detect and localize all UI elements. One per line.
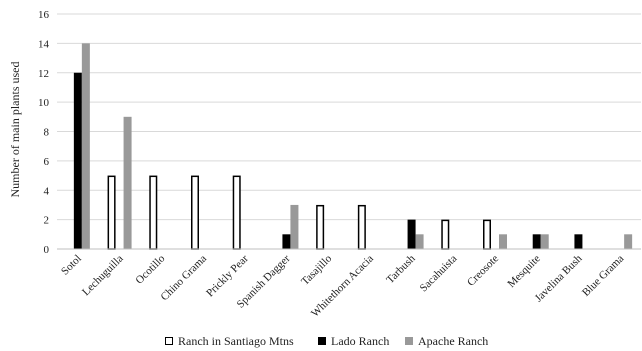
x-tick-label: Creosote — [465, 253, 501, 289]
y-tick-label: 0 — [44, 244, 50, 256]
bar-ranch-in-santiago-mtns-tasajillo — [316, 204, 325, 250]
x-tick-label: Blue Grama — [580, 253, 626, 299]
legend-swatch — [165, 337, 173, 345]
legend-item: Apache Ranch — [405, 334, 488, 348]
legend-label: Ranch in Santiago Mtns — [178, 334, 294, 348]
bar-apache-ranch-tarbush — [415, 234, 424, 249]
x-tick-label: Mesquite — [505, 253, 543, 291]
y-tick-label: 2 — [44, 215, 50, 227]
bar-apache-ranch-lechuguilla — [123, 116, 132, 249]
bar-ranch-in-santiago-mtns-prickly-pear — [232, 175, 241, 250]
bar-ranch-in-santiago-mtns-whitethorn-acacia — [357, 204, 366, 250]
bar-apache-ranch-mesquite — [540, 234, 549, 249]
bar-lado-ranch-sotol — [73, 72, 82, 249]
x-tick-label: Sacahuista — [418, 253, 460, 295]
bar-lado-ranch-spanish-dagger — [282, 234, 291, 249]
y-tick-label: 6 — [44, 156, 50, 168]
gridlines — [57, 13, 641, 221]
y-tick-label: 10 — [38, 97, 50, 109]
y-tick-label: 14 — [38, 38, 50, 50]
bar-apache-ranch-creosote — [499, 234, 507, 249]
x-tick-label: Ocotillo — [133, 252, 167, 286]
y-tick-label: 16 — [38, 9, 50, 21]
bar-apache-ranch-sotol — [81, 43, 90, 249]
y-tick-label: 12 — [38, 68, 49, 80]
legend: Ranch in Santiago Mtns Lado Ranch Apache R… — [165, 334, 488, 348]
bar-apache-ranch-blue-grama — [624, 234, 633, 249]
bar-ranch-in-santiago-mtns-lechuguilla — [107, 175, 116, 250]
legend-item: Lado Ranch — [318, 334, 389, 348]
bar-apache-ranch-spanish-dagger — [290, 204, 299, 249]
bar-ranch-in-santiago-mtns-sacahuista — [441, 219, 450, 250]
legend-swatch — [318, 337, 326, 345]
bar-ranch-in-santiago-mtns-creosote — [483, 219, 491, 250]
bar-lado-ranch-tarbush — [407, 219, 416, 249]
x-tick-label: Tasajillo — [299, 252, 335, 288]
legend-swatch — [405, 337, 413, 345]
bars — [73, 43, 633, 250]
y-axis-title: Number of main plants used — [8, 62, 22, 198]
legend-label: Lado Ranch — [331, 334, 389, 348]
legend-item: Ranch in Santiago Mtns — [165, 334, 294, 348]
y-tick-label: 8 — [44, 127, 50, 139]
bar-lado-ranch-mesquite — [532, 234, 541, 249]
legend-label: Apache Ranch — [418, 334, 488, 348]
bar-ranch-in-santiago-mtns-chino-grama — [191, 175, 199, 250]
x-tick-label: Sotol — [59, 253, 84, 278]
x-tick-label: Tarbush — [384, 252, 418, 286]
bar-lado-ranch-javelina-bush — [574, 234, 583, 249]
y-tick-label: 4 — [44, 185, 50, 197]
bar-ranch-in-santiago-mtns-ocotillo — [149, 175, 158, 250]
x-tick-label: Lechuguilla — [80, 253, 126, 299]
y-axis-ticks: 0 2 4 6 8 10 12 14 16 — [38, 9, 50, 256]
